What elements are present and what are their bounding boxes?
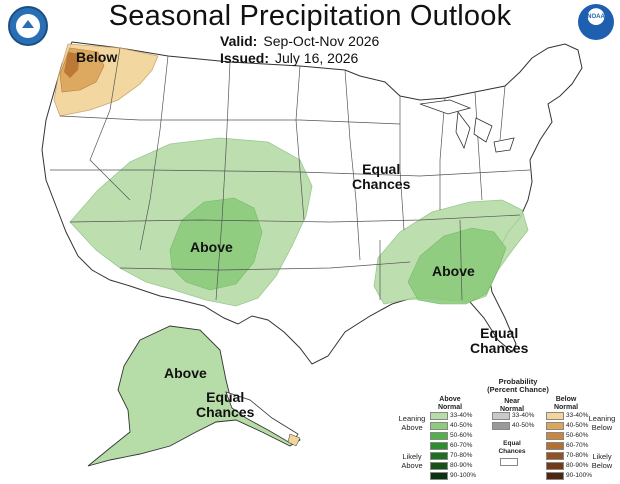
label-equal-chances-central: Equal Chances xyxy=(352,162,410,192)
legend-above-h2: Normal xyxy=(437,404,463,411)
valid-label: Valid: xyxy=(220,33,258,49)
great-lakes xyxy=(419,99,515,153)
legend-below-range-label: 80-90% xyxy=(566,462,589,469)
legend-likely-below-2: Below xyxy=(591,461,613,470)
legend-leaning-below-2: Below xyxy=(591,423,613,432)
legend-above-header: Above Normal xyxy=(430,396,470,412)
legend-leaning-above-2: Above xyxy=(401,423,423,432)
issued-line: Issued: July 16, 2026 xyxy=(220,50,358,66)
legend-above-range-label: 60-70% xyxy=(450,442,473,449)
alaska-outline xyxy=(87,325,301,467)
label-equal-ak-line1: Equal xyxy=(206,389,245,405)
label-equal-chances-alaska: Equal Chances xyxy=(196,390,254,420)
legend-equal-swatch xyxy=(500,458,518,466)
legend-below-header: Below Normal xyxy=(546,396,586,412)
legend-below-range-label: 40-50% xyxy=(566,422,589,429)
legend-title-line2: (Percent Chance) xyxy=(487,385,549,394)
above-normal-region-southwest-40-50 xyxy=(169,197,263,291)
noaa-logo-icon: NOAA xyxy=(578,4,614,40)
legend-above-range-label: 40-50% xyxy=(450,422,473,429)
legend-likely-above-1: Likely xyxy=(402,452,422,461)
legend-below-range-label: 33-40% xyxy=(566,412,589,419)
legend-above-swatch xyxy=(430,452,448,460)
department-of-commerce-seal-icon xyxy=(8,6,48,46)
noaa-logo-text: NOAA xyxy=(587,14,605,20)
legend-near-range-label: 40-50% xyxy=(512,422,535,429)
legend-below-h1: Below xyxy=(555,396,577,403)
legend-equal-2: Chances xyxy=(498,448,526,455)
valid-value: Sep-Oct-Nov 2026 xyxy=(263,33,380,49)
legend-above-range-label: 70-80% xyxy=(450,452,473,459)
legend-leaning-above-1: Leaning xyxy=(398,414,426,423)
legend-above-range-label: 80-90% xyxy=(450,462,473,469)
legend-likely-above: Likely Above xyxy=(394,452,430,470)
legend-below-swatch xyxy=(546,432,564,440)
legend-near-swatch xyxy=(492,412,510,420)
legend-below-h2: Normal xyxy=(553,404,579,411)
legend-below-swatch xyxy=(546,412,564,420)
legend-likely-above-2: Above xyxy=(401,461,423,470)
alaska-below-spot xyxy=(287,433,301,447)
legend-leaning-below-1: Leaning xyxy=(588,414,616,423)
label-equal-fl-line1: Equal xyxy=(480,325,519,341)
label-below-northwest: Below xyxy=(76,49,118,65)
legend-below-swatch xyxy=(546,442,564,450)
legend-above-swatch xyxy=(430,472,448,480)
legend-below-swatch xyxy=(546,472,564,480)
state-boundaries xyxy=(50,47,531,301)
legend-equal-1: Equal xyxy=(503,440,521,447)
label-equal-central-line2: Chances xyxy=(352,176,411,192)
below-normal-region-50-60 xyxy=(64,52,80,78)
issued-value: July 16, 2026 xyxy=(275,50,359,66)
legend-above-h1: Above xyxy=(439,396,461,403)
legend-likely-below-1: Likely xyxy=(592,452,612,461)
page-title: Seasonal Precipitation Outlook xyxy=(108,0,512,32)
legend-below-range-label: 60-70% xyxy=(566,442,589,449)
legend-equal-chances: Equal Chances xyxy=(488,440,536,456)
legend-leaning-below: Leaning Below xyxy=(584,414,620,432)
label-equal-chances-florida: Equal Chances xyxy=(470,326,528,356)
legend-title-line1: Probability xyxy=(498,377,538,386)
legend-near-h1: Near xyxy=(504,398,520,405)
legend-above-swatch xyxy=(430,462,448,470)
legend-below-swatch xyxy=(546,452,564,460)
label-above-southeast: Above xyxy=(432,263,475,279)
legend-near-header: Near Normal xyxy=(492,398,532,414)
label-equal-central-line1: Equal xyxy=(362,161,401,177)
legend-below-swatch xyxy=(546,422,564,430)
legend-above-swatch xyxy=(430,412,448,420)
legend-above-range-label: 90-100% xyxy=(450,472,477,479)
legend-above-range-label: 50-60% xyxy=(450,432,473,439)
legend-leaning-above: Leaning Above xyxy=(394,414,430,432)
legend-near-range-label: 33-40% xyxy=(512,412,535,419)
label-equal-fl-line2: Chances xyxy=(470,340,529,356)
label-above-southwest: Above xyxy=(190,239,233,255)
legend-above-swatch xyxy=(430,432,448,440)
valid-line: Valid: Sep-Oct-Nov 2026 xyxy=(220,33,379,49)
legend-near-h2: Normal xyxy=(499,406,525,413)
label-above-alaska: Above xyxy=(164,365,207,381)
legend-likely-below: Likely Below xyxy=(584,452,620,470)
legend-below-range-label: 70-80% xyxy=(566,452,589,459)
above-normal-region-southeast-40-50 xyxy=(407,227,507,305)
legend-below-range-label: 50-60% xyxy=(566,432,589,439)
issued-label: Issued: xyxy=(220,50,270,66)
legend-below-range-label: 90-100% xyxy=(566,472,593,479)
legend-title: Probability (Percent Chance) xyxy=(478,378,558,394)
legend-above-range-label: 33-40% xyxy=(450,412,473,419)
legend-near-swatch xyxy=(492,422,510,430)
legend-above-swatch xyxy=(430,422,448,430)
probability-legend: Probability (Percent Chance) Above Norma… xyxy=(360,378,620,484)
label-equal-ak-line2: Chances xyxy=(196,404,255,420)
legend-below-swatch xyxy=(546,462,564,470)
legend-above-swatch xyxy=(430,442,448,450)
